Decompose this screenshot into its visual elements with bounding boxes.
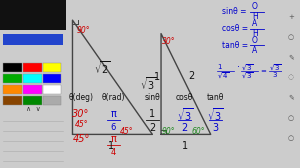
Text: cosθ =: cosθ = bbox=[221, 24, 248, 33]
Text: 2: 2 bbox=[149, 123, 155, 133]
Text: 1: 1 bbox=[217, 64, 222, 70]
Text: A: A bbox=[252, 46, 257, 55]
Bar bbox=[3, 74, 22, 83]
Text: 90°: 90° bbox=[162, 127, 176, 136]
Text: 3: 3 bbox=[272, 72, 277, 78]
Text: 1: 1 bbox=[149, 109, 155, 119]
Bar bbox=[43, 96, 62, 105]
Bar bbox=[3, 63, 22, 72]
Text: $\sqrt{3}$: $\sqrt{3}$ bbox=[140, 76, 156, 92]
Bar bbox=[3, 85, 22, 94]
Text: cosθ: cosθ bbox=[176, 93, 194, 102]
Text: tanθ =: tanθ = bbox=[221, 41, 248, 50]
Text: 45°: 45° bbox=[72, 134, 90, 144]
Text: ·: · bbox=[237, 62, 240, 72]
Text: +: + bbox=[288, 14, 294, 20]
Bar bbox=[43, 63, 62, 72]
Bar bbox=[43, 74, 62, 83]
Text: $\sqrt{4}$: $\sqrt{4}$ bbox=[217, 70, 230, 80]
Text: 45°: 45° bbox=[120, 127, 134, 136]
Text: 90°: 90° bbox=[77, 26, 90, 35]
Text: 1: 1 bbox=[154, 72, 160, 82]
Text: 3: 3 bbox=[212, 123, 218, 133]
Text: sinθ =: sinθ = bbox=[221, 7, 246, 16]
Text: $\sqrt{3}$: $\sqrt{3}$ bbox=[176, 106, 193, 122]
Text: $\sqrt{3}$: $\sqrt{3}$ bbox=[207, 106, 223, 122]
Text: 1: 1 bbox=[182, 141, 188, 151]
Bar bbox=[0, 0, 66, 30]
Text: ✎: ✎ bbox=[288, 94, 294, 100]
Text: 4: 4 bbox=[111, 148, 116, 157]
Text: 30°: 30° bbox=[72, 109, 90, 119]
Text: 6: 6 bbox=[111, 123, 116, 132]
Bar bbox=[23, 96, 42, 105]
Text: $\sqrt{3}$: $\sqrt{3}$ bbox=[241, 62, 253, 72]
Text: O: O bbox=[252, 36, 258, 45]
Text: 1: 1 bbox=[108, 141, 114, 151]
Text: $\sqrt{3}$: $\sqrt{3}$ bbox=[269, 62, 282, 72]
Text: =: = bbox=[260, 68, 266, 74]
Text: ✎: ✎ bbox=[288, 54, 294, 60]
Text: 30°: 30° bbox=[162, 37, 176, 47]
Text: θ(rad): θ(rad) bbox=[102, 93, 125, 102]
Bar bbox=[3, 96, 22, 105]
Text: ◌: ◌ bbox=[288, 74, 294, 80]
Text: 2: 2 bbox=[182, 123, 188, 133]
Text: θ(deg): θ(deg) bbox=[69, 93, 94, 102]
Text: tanθ: tanθ bbox=[206, 93, 224, 102]
Bar bbox=[43, 85, 62, 94]
Text: 60°: 60° bbox=[191, 127, 205, 136]
Text: 45°: 45° bbox=[75, 120, 88, 129]
Text: ○: ○ bbox=[288, 135, 294, 141]
Text: $\sqrt{3}$: $\sqrt{3}$ bbox=[241, 70, 253, 80]
Text: ∧  ∨: ∧ ∨ bbox=[26, 106, 40, 112]
Text: A: A bbox=[252, 19, 257, 28]
Text: H: H bbox=[252, 29, 257, 38]
Text: $\sqrt{2}$: $\sqrt{2}$ bbox=[94, 59, 111, 75]
Bar bbox=[23, 63, 42, 72]
Bar bbox=[23, 85, 42, 94]
Text: H: H bbox=[252, 12, 257, 21]
Bar bbox=[3, 34, 63, 45]
Text: π: π bbox=[111, 134, 116, 144]
Text: ○: ○ bbox=[288, 115, 294, 121]
Text: π: π bbox=[111, 109, 116, 119]
Text: ○: ○ bbox=[288, 34, 294, 40]
Text: 2: 2 bbox=[188, 71, 194, 81]
Bar bbox=[23, 74, 42, 83]
Text: O: O bbox=[252, 2, 258, 11]
Text: sinθ: sinθ bbox=[145, 93, 160, 102]
